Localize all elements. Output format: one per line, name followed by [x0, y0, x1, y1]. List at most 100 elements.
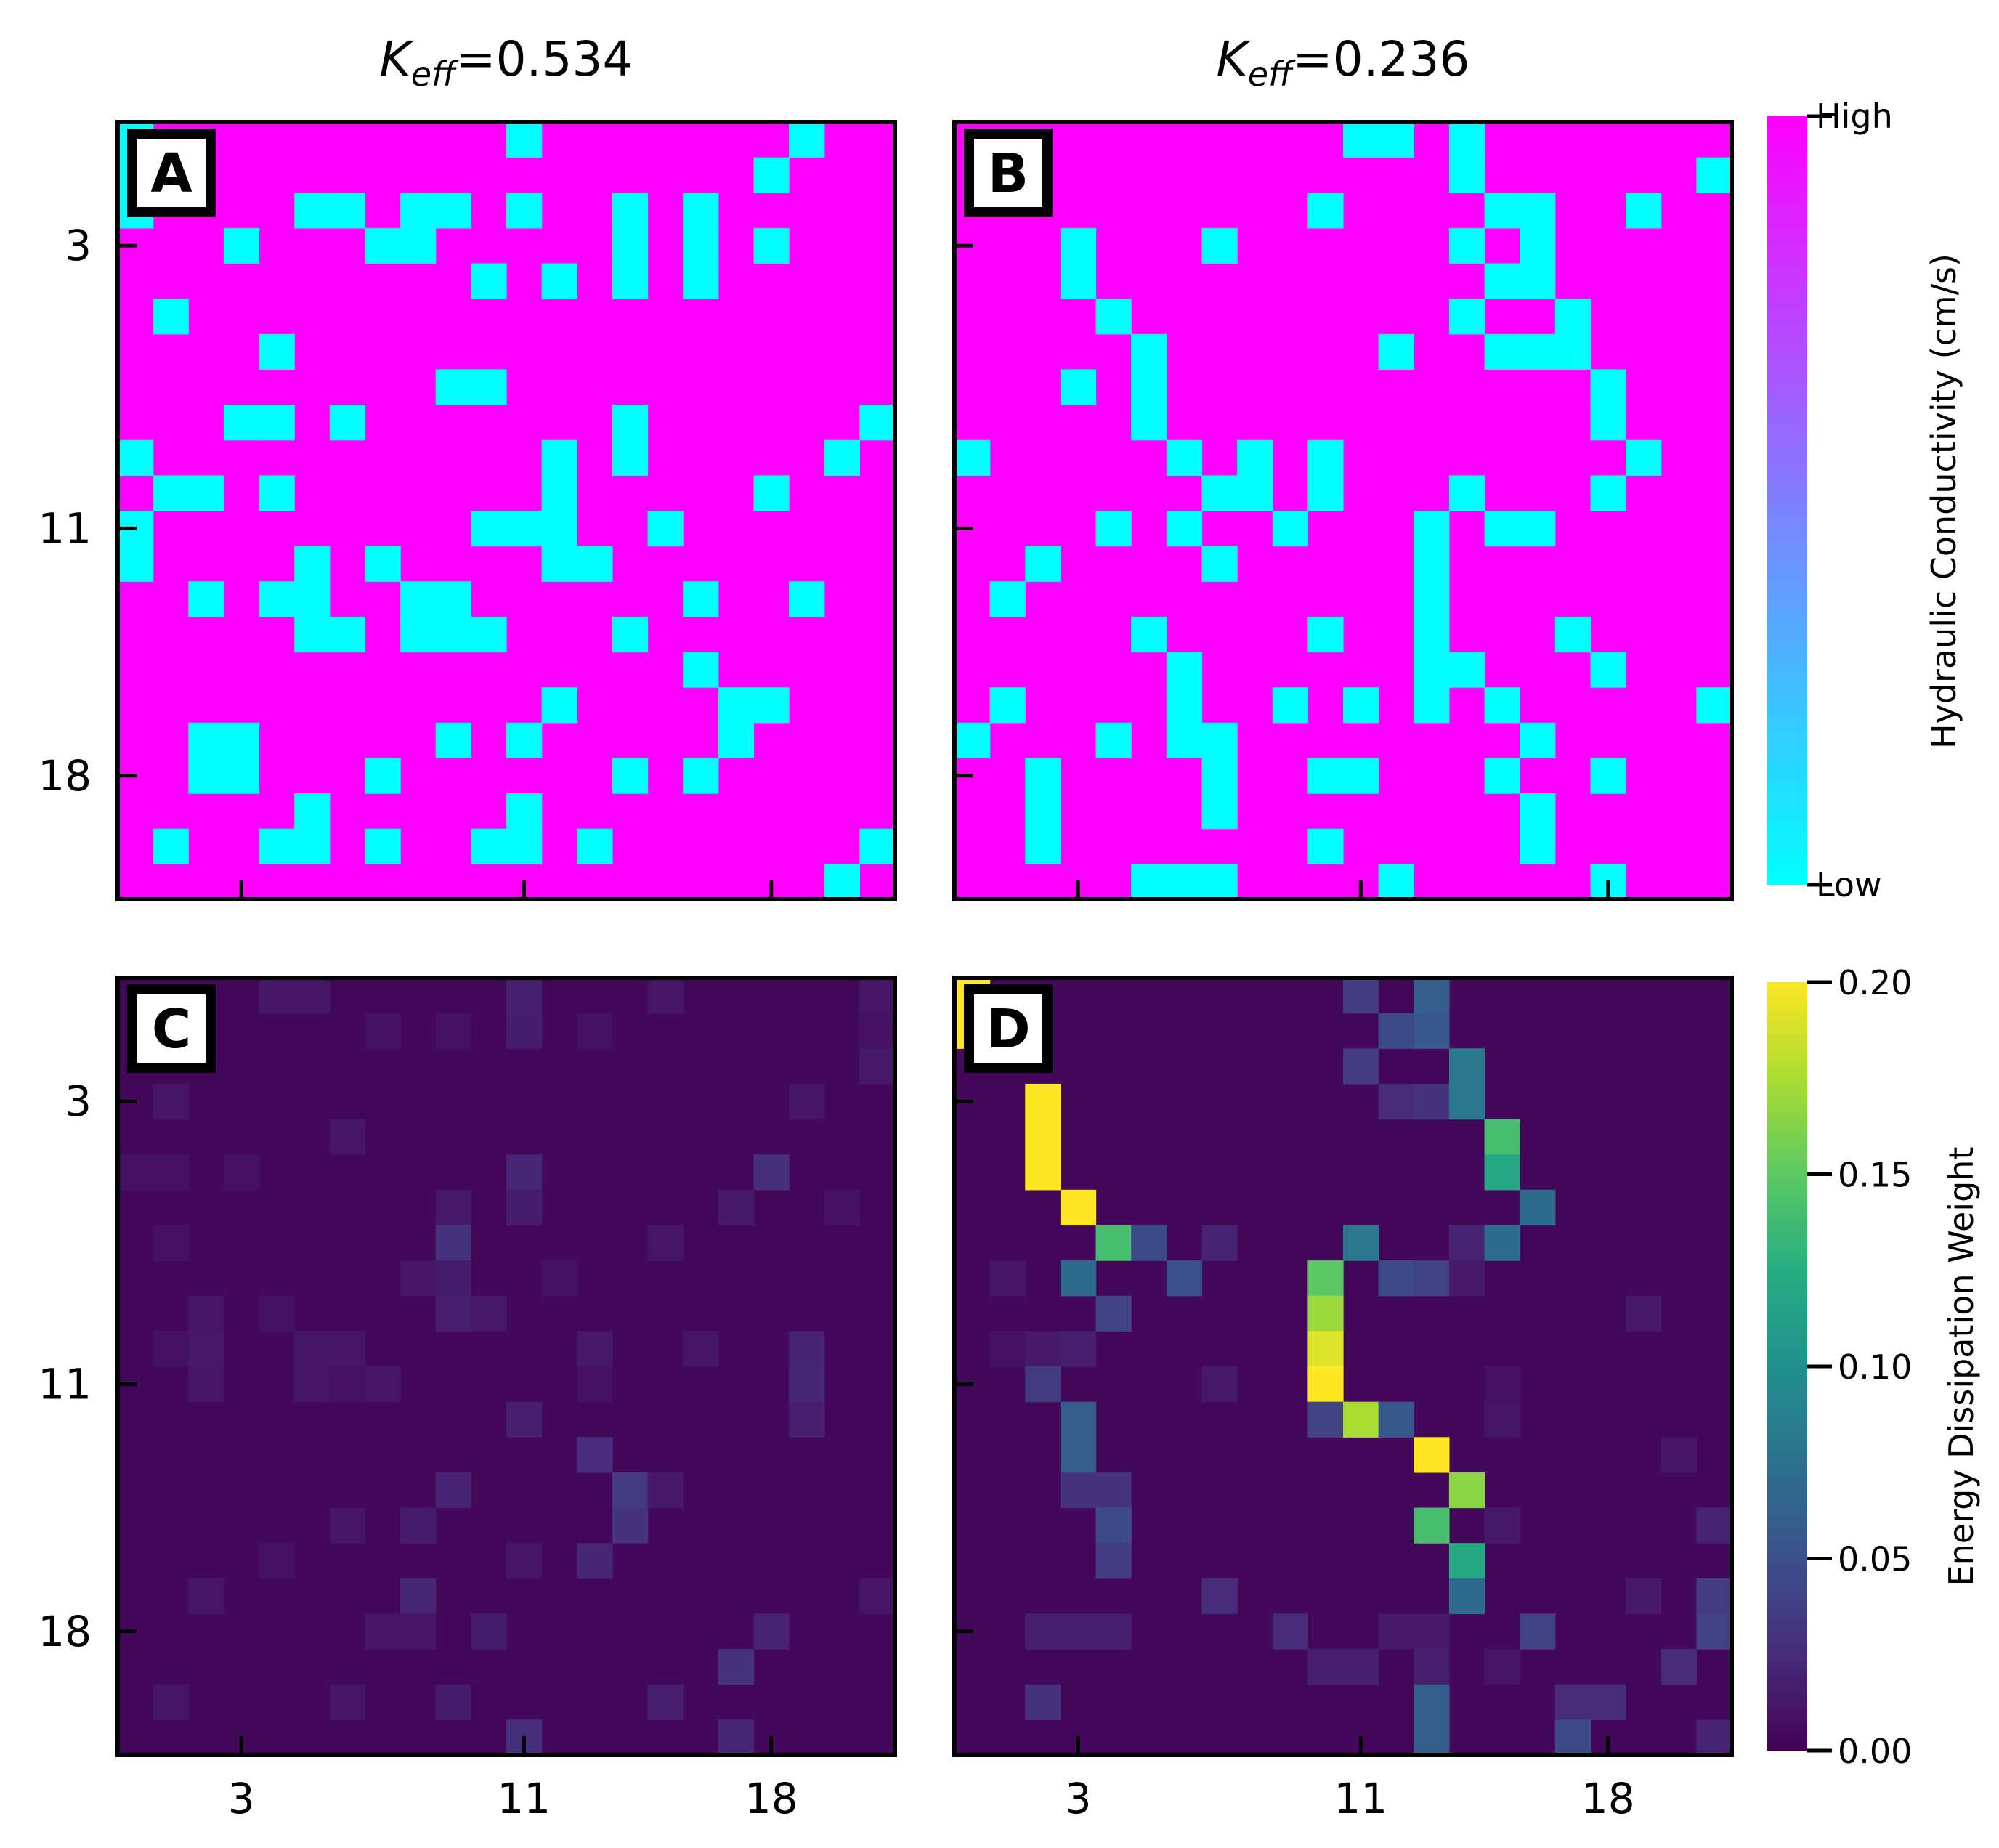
- heatmap-cell: [541, 546, 577, 582]
- heatmap-cell: [577, 1013, 613, 1049]
- heatmap-cell: [541, 439, 577, 476]
- heatmap-cell: [259, 1543, 295, 1579]
- heatmap-cell: [789, 581, 825, 617]
- panel-border: [952, 120, 1734, 901]
- heatmap-cell: [1520, 1613, 1556, 1650]
- heatmap-cell: [1484, 511, 1520, 547]
- heatmap-cell: [1696, 1719, 1732, 1756]
- heatmap-cell: [577, 1543, 613, 1579]
- heatmap-cell: [1060, 1260, 1097, 1297]
- heatmap-cell: [1520, 511, 1556, 547]
- heatmap-cell: [471, 263, 507, 299]
- heatmap-cell: [577, 546, 613, 582]
- heatmap-cell: [294, 546, 331, 582]
- heatmap-cell: [1448, 1048, 1485, 1085]
- heatmap-cell: [577, 828, 613, 864]
- heatmap-cell: [824, 439, 860, 476]
- heatmap-cell: [506, 511, 543, 547]
- heatmap-cell: [753, 157, 790, 193]
- heatmap-cell: [1448, 475, 1485, 511]
- heatmap-cell: [1590, 758, 1626, 794]
- heatmap-cell: [1414, 1719, 1450, 1756]
- heatmap-cell: [1166, 1260, 1203, 1297]
- heatmap-cell: [824, 1189, 860, 1226]
- heatmap-cell: [1025, 793, 1061, 830]
- heatmap-cell: [1131, 1225, 1167, 1261]
- heatmap-cell: [1060, 1472, 1097, 1509]
- heatmap-cell: [954, 722, 991, 759]
- heatmap-cell: [435, 1472, 471, 1509]
- heatmap-cell: [1025, 758, 1061, 794]
- heatmap-cell: [789, 1366, 825, 1403]
- heatmap-cell: [1414, 616, 1450, 653]
- colorbar-energy-tick-label: 0.20: [1838, 963, 1912, 1002]
- heatmap-cell: [683, 227, 719, 264]
- heatmap-cell: [541, 687, 577, 724]
- heatmap-cell: [153, 1225, 189, 1261]
- heatmap-cell: [718, 687, 755, 724]
- heatmap-cell: [1448, 1578, 1485, 1615]
- panel-badge: [964, 984, 1053, 1073]
- heatmap-cell: [400, 1578, 437, 1615]
- heatmap-cell: [1307, 1366, 1344, 1403]
- heatmap-cell: [1626, 1578, 1662, 1615]
- heatmap-cell: [1307, 1295, 1344, 1332]
- heatmap-cell: [1131, 864, 1167, 900]
- heatmap-cell: [1378, 1083, 1414, 1120]
- heatmap-cell: [188, 1578, 224, 1615]
- heatmap-cell: [259, 828, 295, 864]
- heatmap-cell: [753, 687, 790, 724]
- heatmap-cell: [1272, 1613, 1308, 1650]
- heatmap-cell: [1343, 1649, 1379, 1685]
- heatmap-cell: [400, 581, 437, 617]
- heatmap-cell: [753, 1613, 790, 1650]
- heatmap-cell: [1060, 263, 1097, 299]
- heatmap-cell: [612, 192, 649, 229]
- heatmap-cell: [1201, 758, 1238, 794]
- title-panel-b: Keff=0.236: [1216, 31, 1469, 94]
- heatmap-cell: [435, 1295, 471, 1332]
- heatmap-cell: [188, 722, 224, 759]
- heatmap-cell: [506, 1401, 543, 1438]
- heatmap-cell: [1095, 511, 1132, 547]
- heatmap-cell: [1307, 475, 1344, 511]
- heatmap-cell: [188, 1295, 224, 1332]
- heatmap-cell: [1095, 722, 1132, 759]
- heatmap-cell: [1414, 1083, 1450, 1120]
- heatmap-cell: [1025, 1119, 1061, 1155]
- heatmap-cell: [1201, 1366, 1238, 1403]
- heatmap-cell: [1484, 1507, 1520, 1544]
- heatmap-cell: [1484, 333, 1520, 370]
- heatmap-cell: [329, 1331, 366, 1367]
- heatmap-cell: [294, 1331, 331, 1367]
- heatmap-cell: [859, 1048, 896, 1085]
- heatmap-cell: [753, 1154, 790, 1191]
- x-tick-label: 3: [228, 1774, 255, 1823]
- heatmap-cell: [1696, 687, 1732, 724]
- heatmap-cell: [1696, 1507, 1732, 1544]
- heatmap-cell: [435, 1684, 471, 1720]
- x-tick-label: 18: [1581, 1774, 1635, 1823]
- heatmap-cell: [1626, 1295, 1662, 1332]
- heatmap-cell: [1484, 1366, 1520, 1403]
- heatmap-cell: [329, 405, 366, 441]
- colorbar-high-label: High: [1816, 97, 1893, 136]
- heatmap-cell: [1060, 1189, 1097, 1226]
- heatmap-cell: [1237, 439, 1273, 476]
- heatmap-cell: [1448, 1260, 1485, 1297]
- panel-border: [115, 976, 897, 1757]
- x-tick-label: 18: [745, 1774, 798, 1823]
- y-tick-label: 3: [65, 1077, 92, 1126]
- heatmap-cell: [1025, 1083, 1061, 1120]
- heatmap-cell: [683, 652, 719, 688]
- heatmap-cell: [259, 978, 295, 1014]
- heatmap-cell: [365, 1366, 401, 1403]
- heatmap-cell: [1448, 157, 1485, 193]
- title-panel-a: Keff=0.534: [379, 31, 633, 94]
- heatmap-cell: [506, 122, 543, 158]
- heatmap-cell: [577, 1331, 613, 1367]
- heatmap-cell: [859, 1013, 896, 1049]
- y-tick-label: 18: [38, 751, 92, 801]
- heatmap-cell: [223, 758, 260, 794]
- heatmap-cell: [1448, 1225, 1485, 1261]
